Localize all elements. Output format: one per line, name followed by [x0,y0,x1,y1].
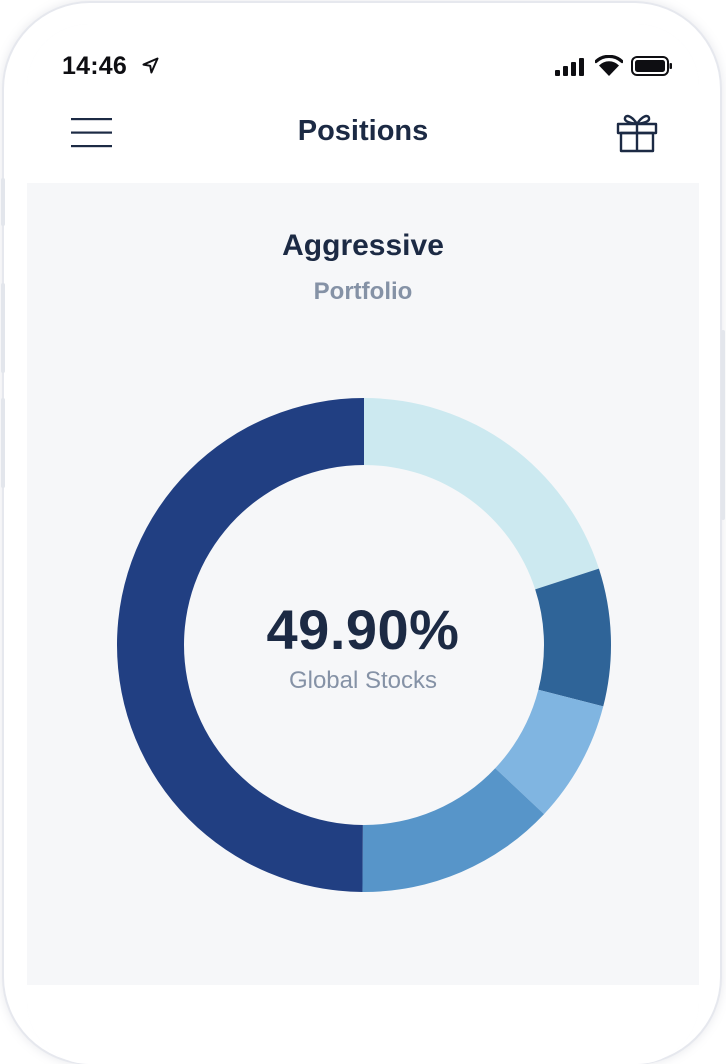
positions-list-card [27,985,699,1064]
selected-allocation-percent: 49.90% [266,598,460,661]
battery-icon [631,56,672,76]
location-arrow-icon [142,57,159,74]
allocation-donut-chart[interactable] [27,24,699,1064]
nav-bar: Positions [27,102,699,183]
app-screen: 14:46 Positions [27,24,699,1064]
hamburger-menu-icon[interactable] [71,117,113,149]
donut-slice-5[interactable] [116,398,365,892]
donut-slice-4[interactable] [362,768,545,892]
phone-power-button [721,330,725,520]
donut-slice-3[interactable] [495,689,604,815]
cellular-signal-icon [555,58,584,76]
portfolio-name: Aggressive [282,229,444,262]
phone-volume-down-button [1,398,5,488]
status-bar: 14:46 [27,24,699,102]
page-title: Positions [297,115,429,147]
selected-allocation-label: Global Stocks [288,667,438,694]
donut-slice-2[interactable] [535,568,612,707]
wifi-icon [595,55,623,76]
portfolio-subtitle: Portfolio [313,278,413,305]
phone-volume-up-button [1,283,5,373]
gift-icon[interactable] [616,111,658,153]
status-time: 14:46 [62,52,127,80]
donut-slice-1[interactable] [364,398,599,590]
phone-mute-switch [1,178,5,226]
